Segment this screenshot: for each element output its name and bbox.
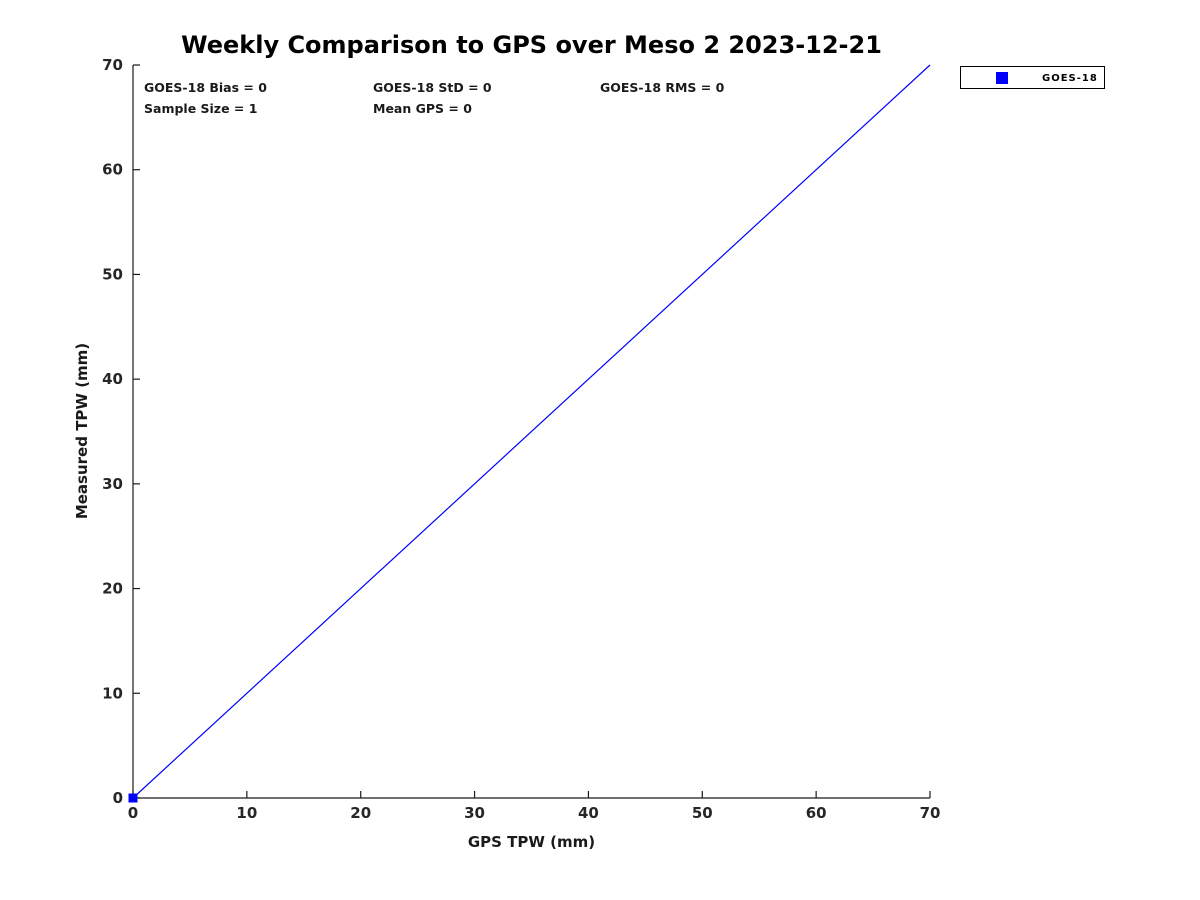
svg-text:70: 70 (920, 804, 941, 822)
svg-text:50: 50 (102, 265, 123, 283)
legend: GOES-18 (960, 66, 1105, 89)
svg-text:20: 20 (102, 580, 123, 598)
legend-square-marker-icon (996, 72, 1008, 84)
svg-text:20: 20 (350, 804, 371, 822)
svg-text:40: 40 (578, 804, 599, 822)
svg-text:40: 40 (102, 370, 123, 388)
stat-sample-size: Sample Size = 1 (144, 101, 258, 116)
svg-text:0: 0 (113, 789, 123, 807)
svg-text:10: 10 (236, 804, 257, 822)
stat-rms: GOES-18 RMS = 0 (600, 80, 725, 95)
svg-text:30: 30 (102, 475, 123, 493)
stat-bias: GOES-18 Bias = 0 (144, 80, 267, 95)
x-axis-label: GPS TPW (mm) (467, 833, 596, 851)
svg-text:50: 50 (692, 804, 713, 822)
stat-mean-gps: Mean GPS = 0 (373, 101, 472, 116)
stat-std: GOES-18 StD = 0 (373, 80, 492, 95)
svg-text:30: 30 (464, 804, 485, 822)
svg-text:60: 60 (102, 161, 123, 179)
svg-text:0: 0 (128, 804, 138, 822)
svg-text:70: 70 (102, 56, 123, 74)
chart-title: Weekly Comparison to GPS over Meso 2 202… (181, 31, 882, 59)
legend-series-label: GOES-18 (1042, 73, 1098, 84)
svg-text:10: 10 (102, 684, 123, 702)
svg-text:60: 60 (806, 804, 827, 822)
